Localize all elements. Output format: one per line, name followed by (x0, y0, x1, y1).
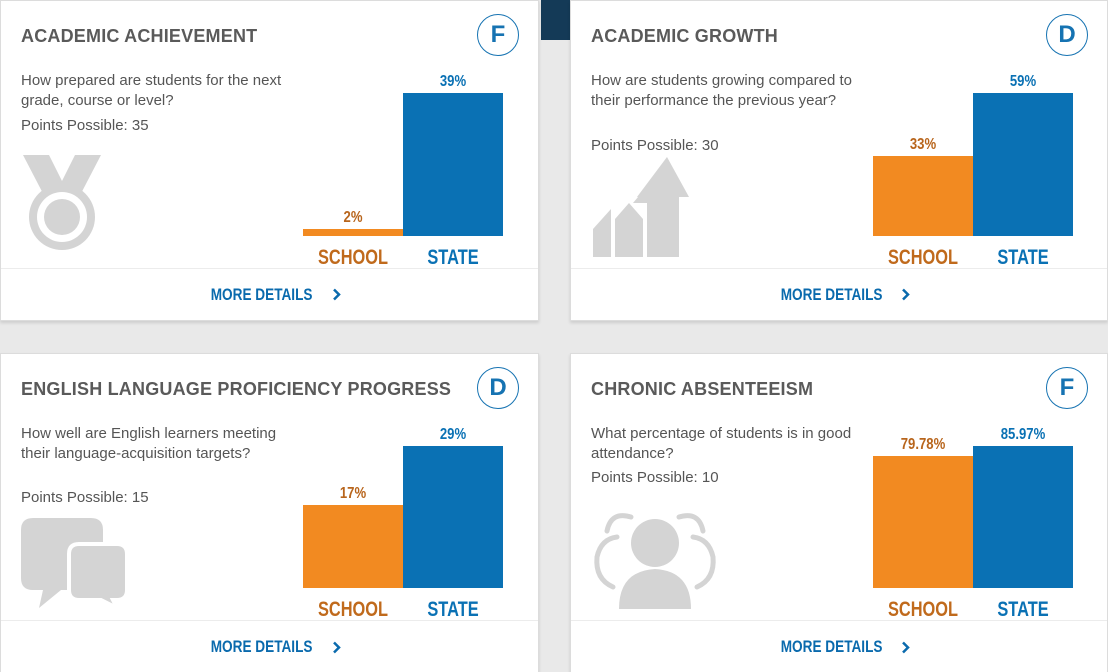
card-footer: MORE DETAILS (1, 620, 538, 672)
school-label: SCHOOL (887, 598, 959, 621)
points-possible: Points Possible: 35 (21, 117, 149, 134)
card-footer: MORE DETAILS (571, 620, 1107, 672)
grade-badge: D (477, 367, 519, 409)
state-bar (403, 93, 503, 236)
school-value-label: 33% (909, 136, 937, 153)
points-possible: Points Possible: 15 (21, 489, 149, 506)
card-title: ACADEMIC ACHIEVEMENT (21, 26, 258, 46)
more-details-label: MORE DETAILS (780, 284, 883, 304)
header-strip (541, 0, 570, 40)
school-label: SCHOOL (317, 598, 389, 621)
school-bar (873, 456, 973, 588)
state-value-label: 29% (439, 426, 467, 443)
bar-chart: 17% 29% SCHOOL STATE (303, 426, 504, 621)
card-title: ACADEMIC GROWTH (591, 26, 778, 46)
bar-chart: 79.78% 85.97% SCHOOL STATE (873, 426, 1074, 621)
more-details-link[interactable]: MORE DETAILS (198, 284, 341, 305)
grade-badge: F (477, 14, 519, 56)
grade-badge: D (1046, 14, 1088, 56)
more-details-label: MORE DETAILS (211, 284, 313, 304)
people-icon (591, 509, 719, 616)
bar-chart: 2% 39% SCHOOL STATE (303, 73, 504, 269)
school-value-label: 79.78% (900, 436, 946, 453)
growth-arrows-icon (593, 157, 689, 262)
chevron-right-icon (902, 641, 910, 653)
points-possible: Points Possible: 30 (591, 137, 719, 154)
card-question: How prepared are students for the next g… (21, 72, 282, 109)
card-chronic-absenteeism: CHRONIC ABSENTEEISM F What percentage of… (570, 353, 1108, 672)
chevron-right-icon (902, 288, 910, 301)
school-value-label: 2% (343, 209, 363, 226)
card-academic-achievement: ACADEMIC ACHIEVEMENT F How prepared are … (0, 0, 539, 321)
school-label: SCHOOL (887, 246, 959, 269)
state-bar (973, 93, 1073, 236)
more-details-link[interactable]: MORE DETAILS (768, 637, 910, 657)
state-bar (403, 446, 503, 588)
more-details-link[interactable]: MORE DETAILS (768, 285, 910, 305)
more-details-label: MORE DETAILS (780, 637, 883, 656)
more-details-label: MORE DETAILS (211, 637, 313, 656)
card-footer: MORE DETAILS (1, 268, 538, 320)
state-bar (973, 446, 1073, 588)
bar-chart: 33% 59% SCHOOL STATE (873, 73, 1074, 269)
school-bar (873, 156, 973, 236)
points-possible: Points Possible: 10 (591, 469, 719, 486)
card-question: How are students growing compared to the… (591, 72, 852, 109)
card-question: What percentage of students is in good a… (591, 425, 852, 462)
card-question: How well are English learners meeting th… (21, 425, 277, 462)
state-label: STATE (997, 246, 1049, 269)
school-value-label: 17% (339, 485, 367, 502)
more-details-link[interactable]: MORE DETAILS (198, 637, 341, 657)
card-title: ENGLISH LANGUAGE PROFICIENCY PROGRESS (21, 379, 452, 399)
school-label: SCHOOL (317, 246, 389, 269)
state-label: STATE (427, 246, 479, 269)
card-english-language-proficiency: ENGLISH LANGUAGE PROFICIENCY PROGRESS D … (0, 353, 539, 672)
card-academic-growth: ACADEMIC GROWTH D How are students growi… (570, 0, 1108, 321)
card-footer: MORE DETAILS (571, 268, 1107, 320)
state-value-label: 39% (439, 73, 467, 90)
chat-bubbles-icon (21, 518, 129, 615)
grade-badge: F (1046, 367, 1088, 409)
chevron-right-icon (332, 288, 341, 301)
state-label: STATE (997, 598, 1049, 621)
school-bar (303, 229, 403, 236)
state-label: STATE (427, 598, 479, 621)
state-value-label: 59% (1009, 73, 1037, 90)
school-bar (303, 505, 403, 588)
state-value-label: 85.97% (1000, 426, 1046, 443)
chevron-right-icon (332, 641, 341, 653)
medal-icon (23, 155, 101, 264)
card-title: CHRONIC ABSENTEEISM (591, 379, 814, 399)
